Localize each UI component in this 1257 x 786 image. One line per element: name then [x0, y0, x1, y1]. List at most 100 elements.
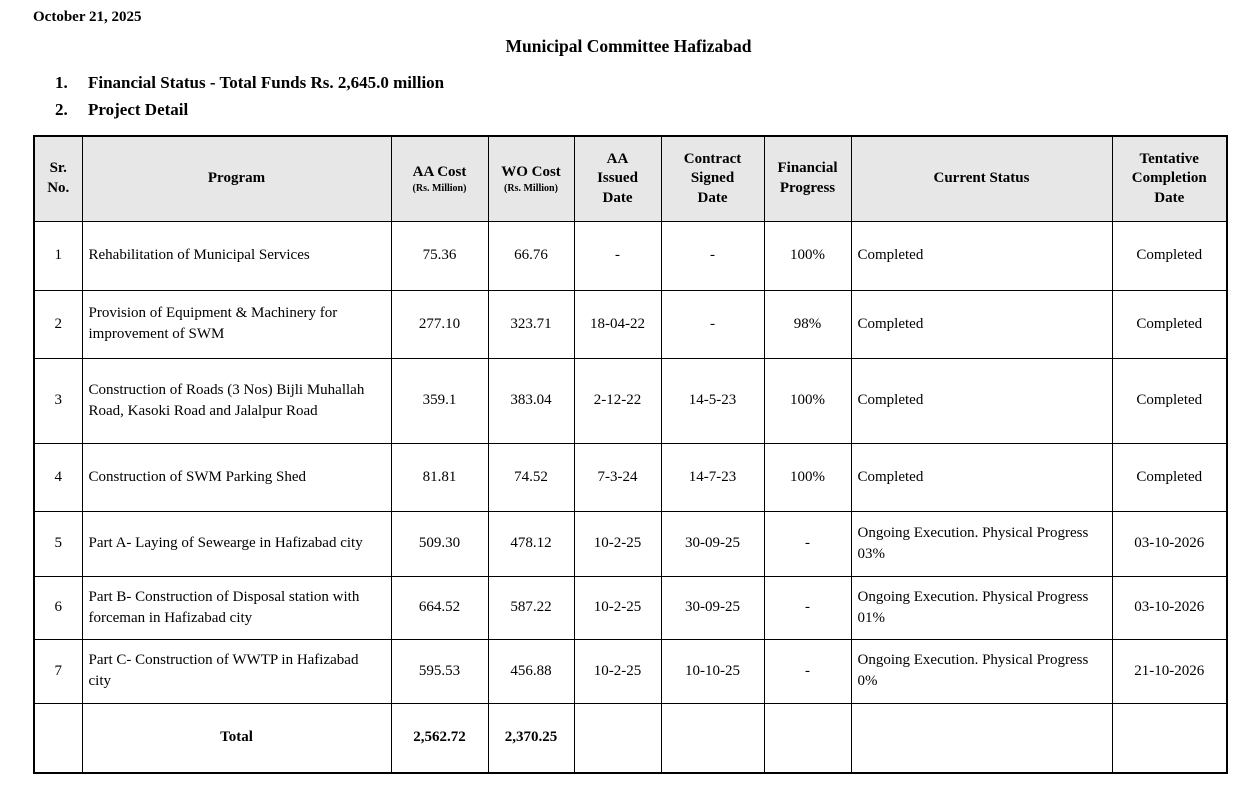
- list-text: Project Detail: [88, 100, 189, 119]
- column-header-label: AA Cost: [412, 163, 467, 180]
- cell-current-status: Completed: [850, 220, 1113, 291]
- cell-sr-no: 7: [33, 638, 83, 704]
- cell-wo-cost: 66.76: [487, 220, 575, 291]
- cell-contract-signed-date: 14-5-23: [660, 357, 765, 444]
- cell-current-status: Ongoing Execution. Physical Progress 01%: [850, 575, 1113, 640]
- document-date: October 21, 2025: [33, 9, 142, 25]
- column-header-label: Financial Progress: [777, 160, 838, 196]
- cell-sr-no: 3: [33, 357, 83, 444]
- cell-sr-no: 4: [33, 442, 83, 512]
- column-header-label: WO Cost: [501, 163, 561, 180]
- cell-aa-cost: 664.52: [390, 575, 489, 640]
- cell-aa-issued-date: 2-12-22: [573, 357, 662, 444]
- table-header-row: Sr. No. Program AA Cost (Rs. Million) WO Cos…: [33, 135, 1228, 222]
- column-header-label: AA Issued Date: [597, 150, 638, 206]
- cell-current-status: Completed: [850, 442, 1113, 512]
- cell-financial-progress: -: [763, 510, 852, 577]
- total-cell-aa-cost: 2,562.72: [390, 702, 489, 774]
- cell-aa-issued-date: 10-2-25: [573, 638, 662, 704]
- column-header-sublabel: (Rs. Million): [412, 183, 467, 194]
- column-header-contract-signed-date: Contract Signed Date: [660, 135, 765, 222]
- cell-contract-signed-date: -: [660, 220, 765, 291]
- column-header-aa-issued-date: AA Issued Date: [573, 135, 662, 222]
- cell-program: Construction of Roads (3 Nos) Bijli Muha…: [81, 357, 392, 444]
- column-header-current-status: Current Status: [850, 135, 1113, 222]
- total-cell-financial-progress: [763, 702, 852, 774]
- cell-financial-progress: -: [763, 575, 852, 640]
- cell-contract-signed-date: -: [660, 289, 765, 359]
- column-header-program: Program: [81, 135, 392, 222]
- table-row-3: 3 Construction of Roads (3 Nos) Bijli Muh…: [33, 357, 1228, 444]
- cell-contract-signed-date: 30-09-25: [660, 575, 765, 640]
- cell-aa-issued-date: 10-2-25: [573, 510, 662, 577]
- cell-sr-no: 1: [33, 220, 83, 291]
- cell-aa-issued-date: 7-3-24: [573, 442, 662, 512]
- table-row-7: 7 Part C- Construction of WWTP in Hafizab…: [33, 638, 1228, 704]
- cell-contract-signed-date: 10-10-25: [660, 638, 765, 704]
- total-cell-current-status: [850, 702, 1113, 774]
- cell-aa-cost: 81.81: [390, 442, 489, 512]
- table-row-5: 5 Part A- Laying of Sewearge in Hafizabad…: [33, 510, 1228, 577]
- cell-wo-cost: 478.12: [487, 510, 575, 577]
- column-header-label: Contract Signed Date: [683, 150, 742, 206]
- list-text: Financial Status - Total Funds Rs. 2,645…: [88, 73, 445, 92]
- total-cell-sr-no: [33, 702, 83, 774]
- cell-aa-cost: 277.10: [390, 289, 489, 359]
- cell-financial-progress: 100%: [763, 220, 852, 291]
- cell-aa-issued-date: 10-2-25: [573, 575, 662, 640]
- table-row-2: 2 Provision of Equipment & Machinery for …: [33, 289, 1228, 359]
- cell-aa-cost: 75.36: [390, 220, 489, 291]
- total-label-cell: Total: [81, 702, 392, 774]
- cell-contract-signed-date: 30-09-25: [660, 510, 765, 577]
- list-number: 1.: [55, 73, 68, 92]
- page-title: Municipal Committee Hafizabad: [505, 36, 752, 56]
- cell-aa-cost: 595.53: [390, 638, 489, 704]
- table-row-4: 4 Construction of SWM Parking Shed 81.81 74…: [33, 442, 1228, 512]
- list-number: 2.: [55, 100, 68, 119]
- table-row-6: 6 Part B- Construction of Disposal statio…: [33, 575, 1228, 640]
- cell-tentative-completion-date: Completed: [1111, 442, 1228, 512]
- cell-current-status: Completed: [850, 357, 1113, 444]
- list-item-financial-status: 1. Financial Status - Total Funds Rs. 2,…: [55, 69, 1257, 96]
- cell-tentative-completion-date: 03-10-2026: [1111, 510, 1228, 577]
- cell-current-status: Completed: [850, 289, 1113, 359]
- total-cell-aa-issued-date: [573, 702, 662, 774]
- list-item-project-detail: 2. Project Detail: [55, 96, 1257, 123]
- section-list: 1. Financial Status - Total Funds Rs. 2,…: [55, 69, 1257, 123]
- cell-aa-issued-date: -: [573, 220, 662, 291]
- cell-program: Part B- Construction of Disposal station…: [81, 575, 392, 640]
- cell-program: Rehabilitation of Municipal Services: [81, 220, 392, 291]
- cell-wo-cost: 323.71: [487, 289, 575, 359]
- column-header-label: Tentative Completion Date: [1131, 150, 1207, 206]
- cell-financial-progress: -: [763, 638, 852, 704]
- cell-contract-signed-date: 14-7-23: [660, 442, 765, 512]
- cell-program: Part C- Construction of WWTP in Hafizaba…: [81, 638, 392, 704]
- column-header-sr-no: Sr. No.: [33, 135, 83, 222]
- cell-wo-cost: 74.52: [487, 442, 575, 512]
- cell-wo-cost: 587.22: [487, 575, 575, 640]
- projects-table: Sr. No. Program AA Cost (Rs. Million) WO Cos…: [33, 135, 1228, 774]
- table-total-row: Total 2,562.72 2,370.25: [33, 702, 1228, 774]
- cell-current-status: Ongoing Execution. Physical Progress 0%: [850, 638, 1113, 704]
- column-header-label: Current Status: [933, 170, 1030, 186]
- column-header-aa-cost: AA Cost (Rs. Million): [390, 135, 489, 222]
- cell-tentative-completion-date: Completed: [1111, 289, 1228, 359]
- column-header-label: Program: [207, 170, 266, 186]
- total-cell-tentative-completion-date: [1111, 702, 1228, 774]
- cell-sr-no: 6: [33, 575, 83, 640]
- cell-current-status: Ongoing Execution. Physical Progress 03%: [850, 510, 1113, 577]
- cell-program: Part A- Laying of Sewearge in Hafizabad …: [81, 510, 392, 577]
- cell-tentative-completion-date: 21-10-2026: [1111, 638, 1228, 704]
- cell-tentative-completion-date: Completed: [1111, 220, 1228, 291]
- cell-tentative-completion-date: Completed: [1111, 357, 1228, 444]
- table-row-1: 1 Rehabilitation of Municipal Services 75.…: [33, 220, 1228, 291]
- column-header-financial-progress: Financial Progress: [763, 135, 852, 222]
- cell-wo-cost: 456.88: [487, 638, 575, 704]
- cell-aa-cost: 359.1: [390, 357, 489, 444]
- cell-program: Provision of Equipment & Machinery for i…: [81, 289, 392, 359]
- cell-tentative-completion-date: 03-10-2026: [1111, 575, 1228, 640]
- cell-program: Construction of SWM Parking Shed: [81, 442, 392, 512]
- cell-aa-cost: 509.30: [390, 510, 489, 577]
- cell-sr-no: 2: [33, 289, 83, 359]
